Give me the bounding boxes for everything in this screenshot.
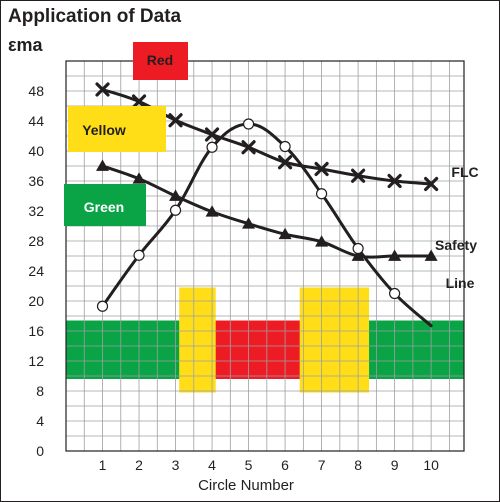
legend-green-label: Green [84,199,124,215]
data-point-triangle-marker [388,249,402,261]
series-line [101,164,433,259]
y-tick-label: 24 [28,263,44,279]
data-point-x-marker [387,173,402,189]
legend-yellow-swatch [68,106,166,152]
x-tick-label: 6 [281,457,289,473]
data-point-circle-marker [389,287,401,300]
zones-layer [66,287,464,393]
y-tick-label: 36 [28,173,44,189]
data-point-circle-marker [96,300,109,312]
y-tick-label: 48 [28,83,44,99]
series-strain-path [96,118,433,328]
x-tick-label: 8 [354,457,362,473]
data-point-x-marker [351,168,366,183]
y-axis-label: εma [8,35,44,55]
data-point-x-marker [277,155,293,170]
x-tick-label: 4 [208,457,216,473]
y-tick-label: 12 [28,353,44,369]
x-tick-label: 7 [318,457,326,473]
series-safety-line [96,159,438,261]
data-point-x-marker [95,82,110,97]
y-tick-label: 0 [36,443,44,459]
series-line [101,122,433,328]
y-tick-label: 32 [28,203,44,219]
y-tick-label: 16 [28,323,44,339]
yellow-zone-left [179,287,216,393]
data-point-circle-marker [169,204,182,216]
data-point-circle-marker [206,141,218,153]
x-tick-label: 1 [99,457,107,473]
data-point-triangle-marker [424,249,438,261]
data-point-triangle-marker [96,159,110,171]
data-point-triangle-marker [132,172,146,184]
line-series-label: Line [446,275,475,291]
red-zone [208,320,304,379]
legend-red-swatch [133,42,188,80]
data-point-circle-marker [315,188,328,200]
flc-series-label: FLC [451,164,478,180]
plot-border [65,60,465,452]
data-point-x-marker [424,176,439,192]
data-point-circle-marker [133,249,145,261]
data-point-x-marker [168,113,183,128]
y-tick-label: 40 [28,143,44,159]
y-tick-label: 20 [28,293,44,309]
x-tick-label: 9 [391,457,399,473]
data-point-x-marker [204,127,220,142]
data-point-circle-marker [242,118,255,130]
legend-layer: Red Yellow Green [64,42,188,226]
chart-title: Application of Data [8,6,182,27]
safety-series-label: Safety [435,237,477,253]
data-point-triangle-marker [169,189,183,201]
y-tick-label: 28 [28,233,44,249]
y-tick-label: 44 [28,113,44,129]
yellow-zone-right [299,287,370,393]
y-tick-label: 4 [36,413,44,429]
data-point-x-marker [131,94,147,109]
data-point-triangle-marker [351,249,365,261]
legend-yellow-label: Yellow [82,122,126,138]
data-point-circle-marker [279,140,291,153]
legend-green-swatch [64,184,146,226]
x-tick-label: 10 [423,457,439,473]
x-tick-label: 3 [172,457,180,473]
data-point-x-marker [314,161,329,177]
x-tick-label: 2 [135,457,143,473]
data-point-triangle-marker [315,235,329,247]
data-point-x-marker [241,140,256,155]
data-point-triangle-marker [278,227,292,240]
data-point-triangle-marker [205,205,219,217]
x-axis-label: Circle Number [198,477,294,494]
data-point-triangle-marker [242,217,256,229]
legend-red-label: Red [147,52,173,68]
data-point-circle-marker [352,242,364,255]
x-tick-label: 5 [245,457,253,473]
y-tick-label: 8 [36,383,44,399]
